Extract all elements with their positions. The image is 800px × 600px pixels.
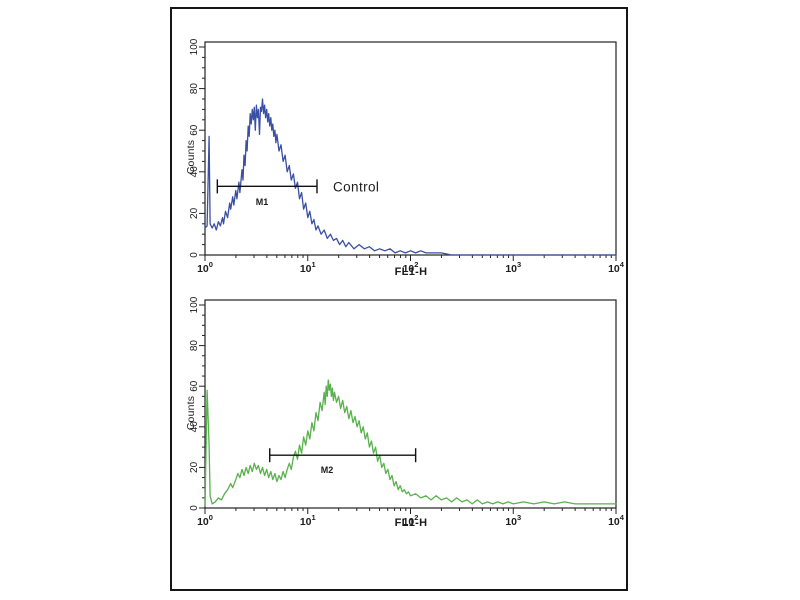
svg-text:100: 100 — [197, 260, 213, 275]
svg-text:100: 100 — [197, 513, 213, 528]
x-axis-label-bottom: FL1-H — [394, 517, 428, 529]
svg-text:104: 104 — [608, 513, 625, 528]
y-axis-label-bottom: Counts — [185, 395, 197, 431]
svg-text:100: 100 — [189, 296, 200, 313]
flow-histogram-plots: 100 101 102 103 104 0 20 40 60 80 100 100 101 102 103 1… — [189, 38, 625, 528]
y-axis-label-top: Counts — [185, 139, 197, 175]
svg-text:102: 102 — [403, 260, 419, 275]
control-annotation: Control — [333, 179, 380, 195]
svg-text:102: 102 — [403, 513, 419, 528]
svg-text:20: 20 — [189, 207, 200, 219]
svg-text:60: 60 — [189, 124, 200, 136]
svg-text:103: 103 — [505, 513, 521, 528]
svg-text:40: 40 — [189, 166, 200, 178]
svg-text:80: 80 — [189, 340, 200, 352]
x-axis-label-top: FL1-H — [394, 266, 428, 278]
svg-text:104: 104 — [608, 260, 625, 275]
svg-text:60: 60 — [189, 380, 200, 392]
svg-text:103: 103 — [505, 260, 521, 275]
svg-text:101: 101 — [300, 260, 316, 275]
svg-text:0: 0 — [189, 505, 200, 511]
svg-text:100: 100 — [189, 38, 200, 55]
gate-label-m1: M1 — [255, 197, 269, 207]
svg-text:101: 101 — [300, 513, 316, 528]
svg-text:40: 40 — [189, 421, 200, 433]
svg-text:80: 80 — [189, 83, 200, 95]
figure-panel: 100 101 102 103 104 0 20 40 60 80 100 100 101 102 103 1… — [170, 7, 628, 591]
figure-panel-inner: 100 101 102 103 104 0 20 40 60 80 100 100 101 102 103 1… — [172, 9, 626, 589]
svg-text:20: 20 — [189, 461, 200, 473]
gate-label-m2: M2 — [320, 465, 334, 475]
svg-text:0: 0 — [189, 252, 200, 258]
